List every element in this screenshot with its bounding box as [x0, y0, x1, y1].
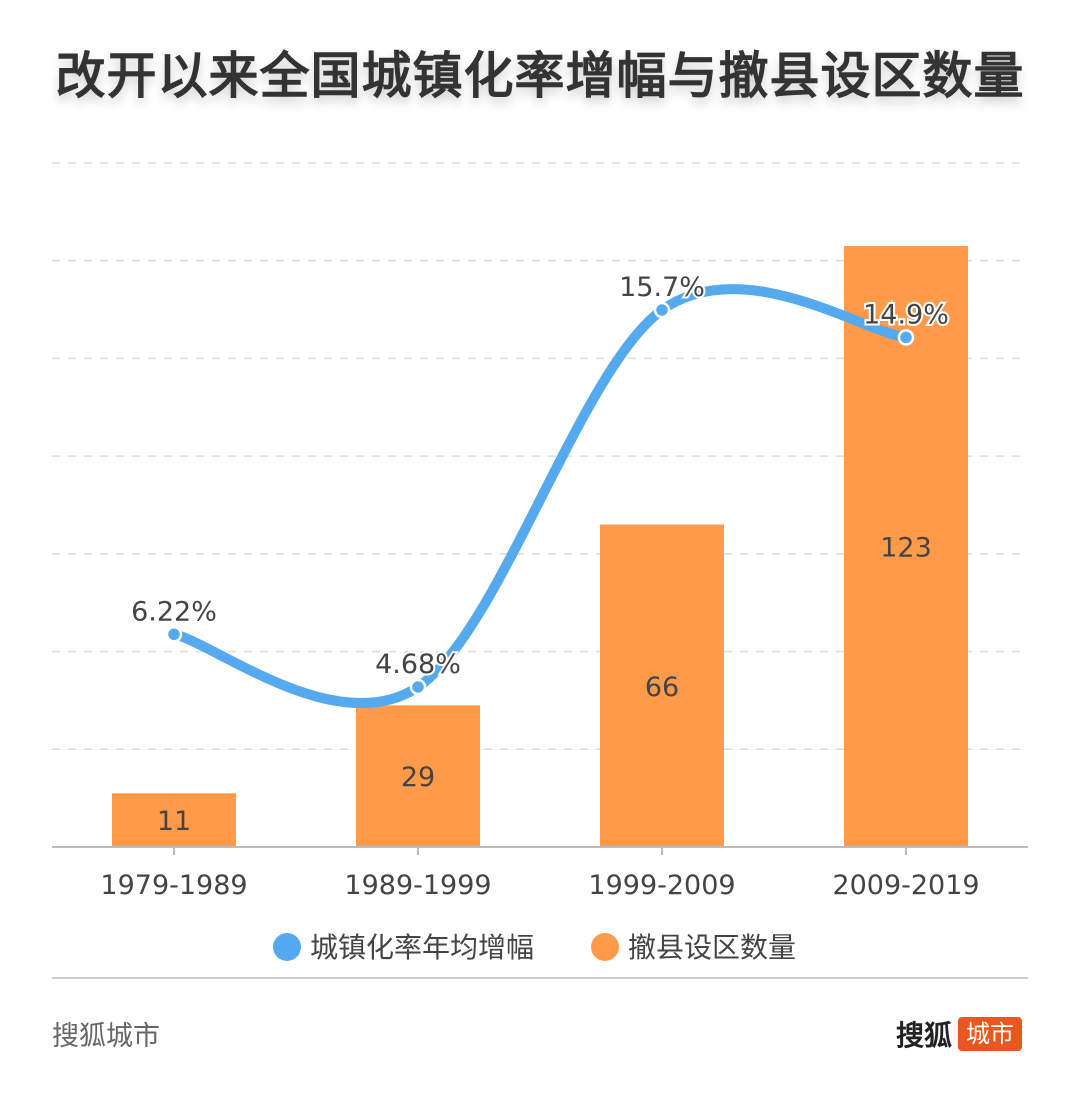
x-axis: 1979-1989 1989-1999 1999-2009 2009-2019: [52, 846, 1028, 901]
bar: [112, 793, 236, 847]
logo-badge: 城市: [958, 1017, 1022, 1051]
line-value-label: 14.9%: [863, 299, 949, 330]
bar-series: 11 29 66 123: [112, 246, 968, 848]
x-tick-label: 1989-1999: [344, 870, 491, 901]
line-point: [165, 626, 183, 643]
line-path: [169, 284, 911, 709]
chart-title: 改开以来全国城镇化率增幅与撤县设区数量: [55, 47, 1025, 105]
bar-value-label: 66: [645, 672, 679, 703]
legend: 城镇化率年均增幅 撤县设区数量: [52, 931, 1028, 979]
logo-text: 搜狐: [895, 1019, 952, 1052]
bar: [844, 246, 968, 848]
legend-marker-line: [273, 933, 301, 961]
line-series: 6.22% 4.68% 15.7% 14.9%: [129, 270, 951, 709]
bar-value-label: 29: [401, 762, 435, 793]
x-tick-label: 1999-2009: [588, 870, 735, 901]
source-label: 搜狐城市: [52, 1021, 160, 1052]
x-tick-label: 2009-2019: [832, 870, 979, 901]
line-point: [653, 301, 671, 319]
line-value-label: 4.68%: [375, 649, 461, 680]
legend-label-line: 城镇化率年均增幅: [310, 931, 534, 964]
line-value-label: 15.7%: [619, 272, 705, 303]
legend-marker-bar: [591, 933, 619, 961]
line-point: [897, 329, 915, 346]
line-value-label: 6.22%: [131, 596, 217, 627]
bar-value-label: 123: [880, 533, 932, 564]
legend-label-bar: 撤县设区数量: [628, 931, 796, 964]
sohu-city-logo: 搜狐 城市: [896, 1014, 1022, 1054]
x-tick-label: 1979-1989: [100, 870, 247, 901]
bar: [356, 705, 480, 847]
bar: [600, 524, 724, 847]
bar-value-label: 11: [157, 806, 191, 837]
line-point: [409, 678, 427, 696]
